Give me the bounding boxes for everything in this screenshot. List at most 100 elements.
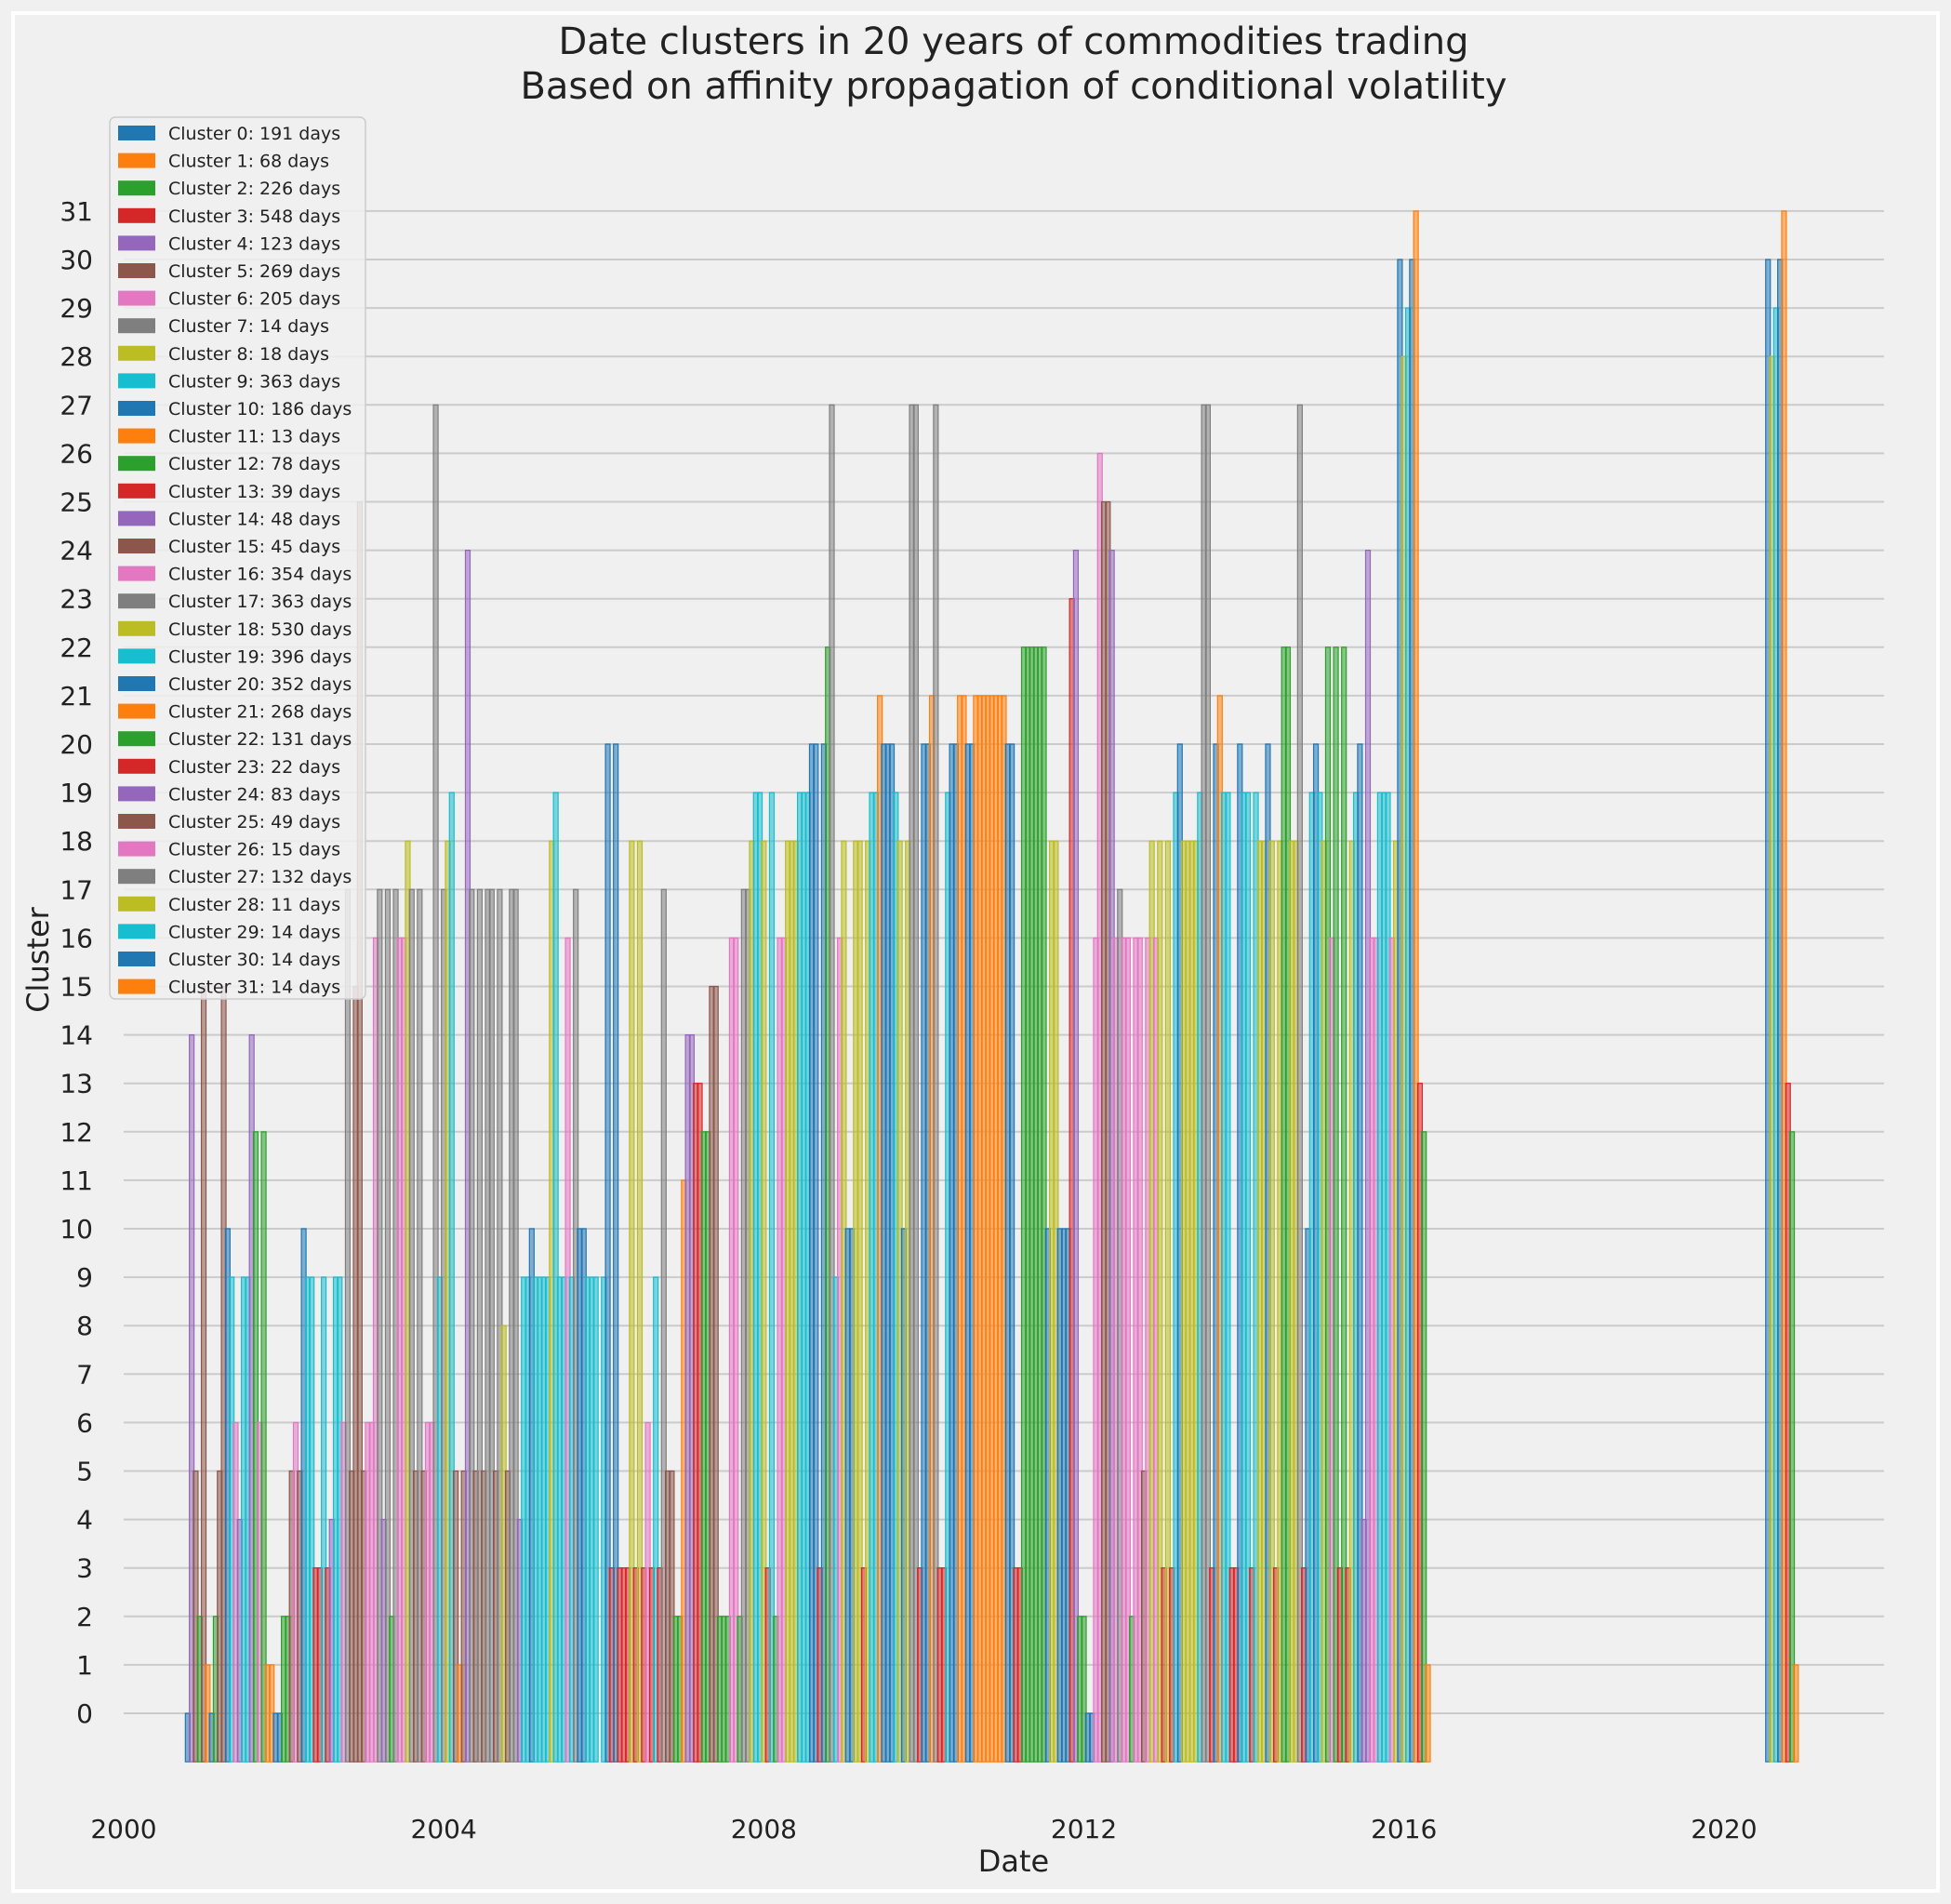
bar-mark bbox=[1041, 646, 1047, 1763]
legend-label: Cluster 14: 48 days bbox=[168, 509, 340, 529]
legend-label: Cluster 27: 132 days bbox=[168, 867, 352, 887]
bar-mark bbox=[448, 792, 455, 1763]
bar-mark bbox=[200, 985, 207, 1763]
y-tick-label: 6 bbox=[76, 1407, 93, 1438]
bar-mark bbox=[1081, 1616, 1087, 1763]
bar-mark bbox=[321, 1276, 327, 1763]
y-tick-label: 21 bbox=[60, 681, 93, 712]
legend-swatch bbox=[118, 345, 155, 361]
bar-mark bbox=[1421, 1131, 1427, 1763]
legend-label: Cluster 8: 18 days bbox=[168, 344, 329, 365]
bar-mark bbox=[1268, 840, 1275, 1763]
x-tick-label: 2004 bbox=[411, 1814, 477, 1844]
legend-label: Cluster 31: 14 days bbox=[168, 978, 340, 998]
bar-mark bbox=[309, 1276, 315, 1763]
bar-mark bbox=[933, 404, 939, 1763]
bar-mark bbox=[488, 888, 495, 1763]
legend-swatch bbox=[118, 979, 155, 994]
bar-mark bbox=[432, 404, 439, 1763]
bar-mark bbox=[1009, 743, 1015, 1763]
bar-mark bbox=[856, 840, 863, 1763]
legend-swatch bbox=[118, 456, 155, 472]
bar-mark bbox=[260, 1131, 267, 1763]
legend-label: Cluster 5: 269 days bbox=[168, 261, 340, 282]
legend-swatch bbox=[118, 786, 155, 802]
y-tick-label: 3 bbox=[76, 1553, 93, 1584]
y-tick-label: 29 bbox=[60, 293, 93, 324]
legend-label: Cluster 17: 363 days bbox=[168, 592, 352, 612]
y-tick-label: 22 bbox=[60, 632, 93, 663]
y-tick-label: 23 bbox=[60, 584, 93, 615]
legend-swatch bbox=[118, 153, 155, 168]
legend-swatch bbox=[118, 401, 155, 416]
y-tick-label: 12 bbox=[60, 1117, 93, 1148]
bar-mark bbox=[1357, 743, 1363, 1763]
legend-label: Cluster 18: 530 days bbox=[168, 619, 352, 640]
legend-swatch bbox=[118, 483, 155, 499]
x-axis-label: Date bbox=[978, 1844, 1049, 1879]
legend-label: Cluster 20: 352 days bbox=[168, 674, 352, 695]
bar-mark bbox=[761, 840, 767, 1763]
legend-swatch bbox=[118, 676, 155, 691]
legend-swatch bbox=[118, 731, 155, 747]
bar-mark bbox=[377, 888, 383, 1763]
y-tick-label: 30 bbox=[60, 245, 93, 275]
legend-swatch bbox=[118, 814, 155, 829]
legend-label: Cluster 22: 131 days bbox=[168, 729, 352, 750]
bar-mark bbox=[1204, 404, 1212, 1763]
y-tick-label: 8 bbox=[76, 1311, 93, 1341]
bar-mark bbox=[1788, 1131, 1796, 1763]
x-tick-label: 2016 bbox=[1371, 1814, 1437, 1844]
y-tick-label: 25 bbox=[60, 487, 93, 518]
y-tick-label: 19 bbox=[60, 778, 93, 808]
bar-mark bbox=[476, 888, 484, 1763]
legend-swatch bbox=[118, 373, 155, 389]
legend-label: Cluster 0: 191 days bbox=[168, 124, 340, 144]
bar-mark bbox=[1225, 792, 1231, 1763]
bar-mark bbox=[712, 985, 719, 1763]
legend-swatch bbox=[118, 620, 155, 636]
bar-mark bbox=[512, 888, 519, 1763]
bar-mark bbox=[189, 1033, 195, 1763]
legend-swatch bbox=[118, 318, 155, 334]
bar-mark bbox=[452, 1470, 459, 1763]
bar-mark bbox=[629, 840, 635, 1763]
bar-mark bbox=[768, 792, 776, 1763]
y-tick-labels: 0123456789101112131415161718192021222324… bbox=[60, 196, 93, 1729]
bar-mark bbox=[1413, 210, 1419, 1763]
legend-label: Cluster 11: 13 days bbox=[168, 427, 340, 447]
bar-mark bbox=[1333, 646, 1339, 1763]
x-tick-label: 2008 bbox=[731, 1814, 797, 1844]
bar-mark bbox=[1793, 1664, 1799, 1763]
legend-label: Cluster 3: 548 days bbox=[168, 206, 340, 227]
legend-label: Cluster 13: 39 days bbox=[168, 482, 340, 502]
bar-mark bbox=[592, 1276, 599, 1763]
legend-label: Cluster 28: 11 days bbox=[168, 895, 340, 915]
y-tick-label: 27 bbox=[60, 390, 93, 420]
legend-swatch bbox=[118, 263, 155, 278]
bar-mark bbox=[408, 888, 415, 1763]
legend-swatch bbox=[118, 290, 155, 306]
x-tick-label: 2000 bbox=[90, 1814, 156, 1844]
bar-mark bbox=[1244, 792, 1252, 1763]
y-tick-label: 15 bbox=[60, 972, 93, 1003]
legend-swatch bbox=[118, 896, 155, 912]
y-tick-label: 13 bbox=[60, 1069, 93, 1099]
legend-swatch bbox=[118, 180, 155, 196]
legend-swatch bbox=[118, 207, 155, 223]
legend-label: Cluster 12: 78 days bbox=[168, 454, 340, 474]
bar-mark bbox=[1296, 404, 1303, 1763]
bar-mark bbox=[1164, 840, 1171, 1763]
legend-label: Cluster 24: 83 days bbox=[168, 784, 340, 805]
y-tick-label: 26 bbox=[60, 438, 93, 469]
legend-swatch bbox=[118, 869, 155, 885]
y-tick-label: 28 bbox=[60, 341, 93, 372]
legend-label: Cluster 26: 15 days bbox=[168, 840, 340, 860]
legend-swatch bbox=[118, 539, 155, 553]
y-tick-label: 24 bbox=[60, 536, 93, 566]
bar-mark bbox=[1341, 646, 1347, 1763]
legend-label: Cluster 10: 186 days bbox=[168, 399, 352, 419]
y-tick-label: 31 bbox=[60, 196, 93, 227]
legend-frame bbox=[109, 116, 366, 1000]
